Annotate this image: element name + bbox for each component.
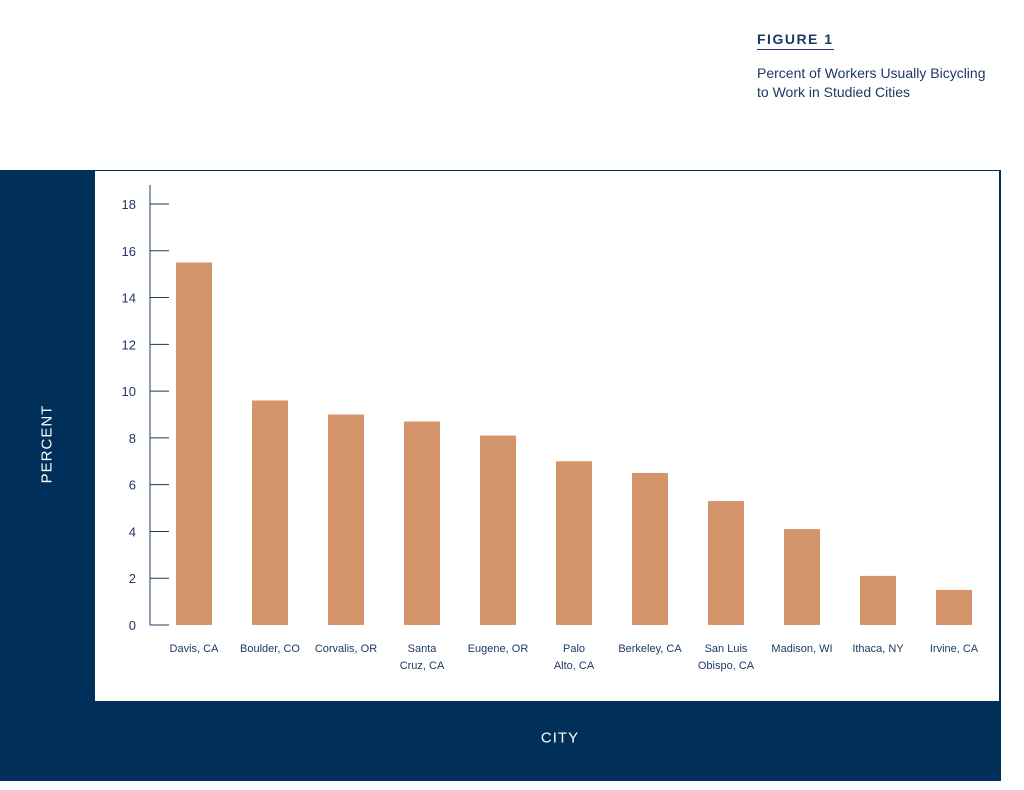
bar — [632, 472, 668, 625]
bar — [708, 501, 744, 625]
chart-title-line-1: Percent of Workers Usually Bicycling — [757, 65, 986, 81]
x-tick-label-line: Boulder, CO — [240, 643, 300, 655]
bar — [176, 262, 212, 625]
x-tick-label-line: Davis, CA — [170, 643, 220, 655]
y-tick-label: 4 — [129, 524, 136, 539]
x-tick-label-line: Alto, CA — [554, 660, 595, 672]
y-tick-label: 6 — [129, 478, 136, 493]
x-tick-label: Santa Cruz, CA — [400, 643, 445, 672]
y-tick-label: 16 — [122, 244, 136, 259]
bar — [936, 589, 972, 625]
x-tick-label-line: Cruz, CA — [400, 660, 445, 672]
x-tick-label: Ithaca, NY — [852, 643, 904, 655]
chart-title-line-2: to Work in Studied Cities — [757, 84, 911, 100]
y-tick-label: 8 — [129, 431, 136, 446]
y-tick-label: 10 — [122, 384, 136, 399]
bar — [328, 414, 364, 625]
x-tick-label-line: Santa — [408, 643, 438, 655]
x-tick-label: Berkeley, CA — [618, 643, 682, 655]
x-tick-label-line: Irvine, CA — [930, 643, 979, 655]
x-tick-label: Palo Alto, CA — [554, 643, 595, 672]
x-tick-label: Boulder, CO — [240, 643, 300, 655]
x-tick-label-line: Madison, WI — [771, 643, 832, 655]
y-tick-label: 14 — [122, 291, 136, 306]
y-tick-label: 0 — [129, 618, 136, 633]
bar — [860, 575, 896, 625]
x-tick-label: San Luis Obispo, CA — [698, 643, 755, 672]
bar — [404, 421, 440, 625]
x-tick-label-line: Obispo, CA — [698, 660, 755, 672]
x-tick-label: Irvine, CA — [930, 643, 979, 655]
bar — [480, 435, 516, 625]
x-tick-label-line: Eugene, OR — [468, 643, 529, 655]
bar — [252, 400, 288, 625]
plot-area — [94, 170, 1000, 702]
y-tick-label: 18 — [122, 197, 136, 212]
x-tick-label-line: Corvalis, OR — [315, 643, 377, 655]
bar — [556, 461, 592, 625]
x-tick-label: Eugene, OR — [468, 643, 529, 655]
x-tick-label: Corvalis, OR — [315, 643, 377, 655]
x-tick-label-line: Ithaca, NY — [852, 643, 904, 655]
bar — [784, 529, 820, 625]
chart-title: Percent of Workers Usually Bicycling to … — [757, 64, 997, 102]
x-tick-label-line: Berkeley, CA — [618, 643, 682, 655]
y-tick-label: 2 — [129, 571, 136, 586]
x-tick-label-line: San Luis — [705, 643, 748, 655]
x-tick-label: Madison, WI — [771, 643, 832, 655]
x-tick-label: Davis, CA — [170, 643, 220, 655]
y-tick-label: 12 — [122, 337, 136, 352]
figure-label: FIGURE 1 — [757, 31, 834, 50]
x-tick-label-line: Palo — [563, 643, 585, 655]
x-axis-label: CITY — [540, 729, 580, 747]
